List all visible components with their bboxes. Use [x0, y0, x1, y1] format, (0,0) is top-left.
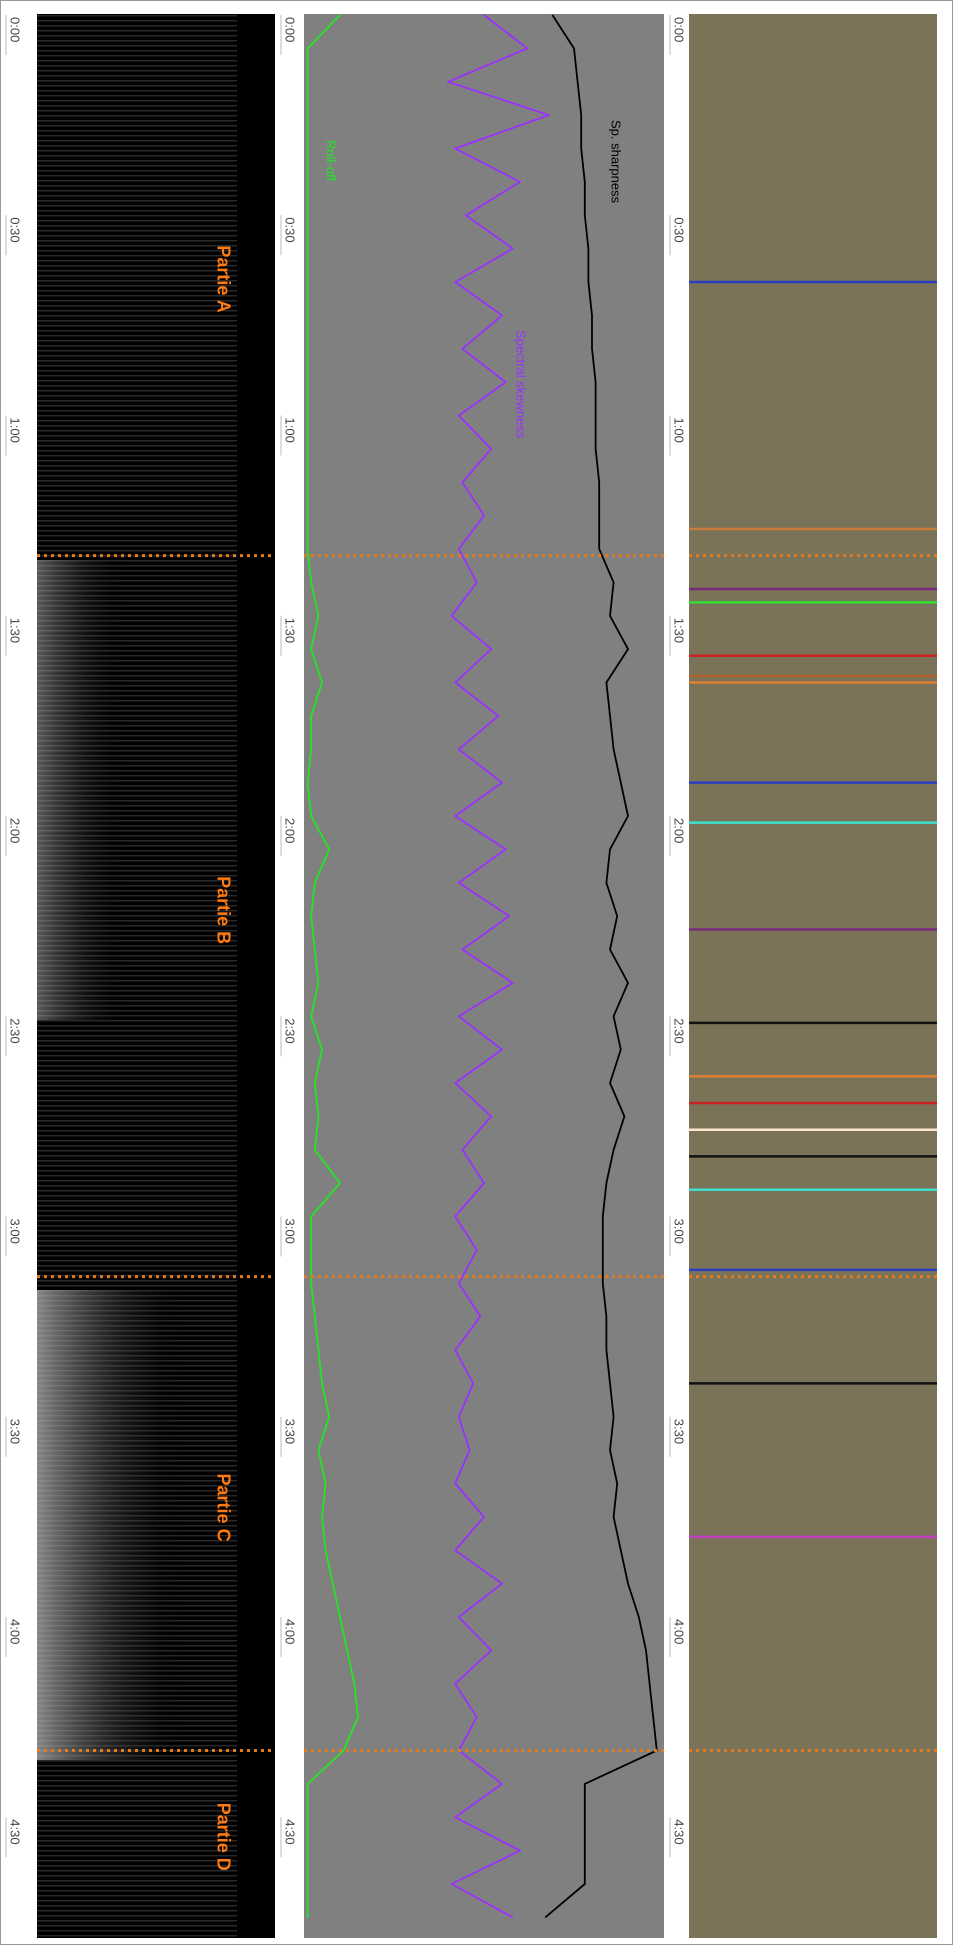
tick-label: 4:00 — [283, 1619, 298, 1644]
tick-label: 3:30 — [672, 1419, 687, 1444]
tick-label: 0:30 — [283, 217, 298, 242]
tick-label: 0:00 — [8, 17, 23, 42]
spectrogram-energy — [37, 1290, 187, 1760]
tick-label: 4:00 — [8, 1619, 23, 1644]
tick-label: 3:00 — [8, 1219, 23, 1244]
tick-label: 1:30 — [283, 618, 298, 643]
layer: 0:00 0:00 0:00 0:30 0:30 0:30 1:00 1:00 1:00 1:30… — [5, 14, 937, 1919]
feature-curve — [306, 14, 359, 1918]
curve-label: Spectral skewness — [514, 330, 529, 439]
tick-label: 0:30 — [8, 217, 23, 242]
tick-label: 2:00 — [283, 818, 298, 843]
tick-label: 0:30 — [672, 217, 687, 242]
tick-label: 1:30 — [672, 618, 687, 643]
section-label: Partie B — [213, 876, 233, 944]
feature-panel — [304, 14, 664, 1938]
tick-label: 1:00 — [283, 418, 298, 443]
tick-label: 0:00 — [283, 17, 298, 42]
tick-label: 1:00 — [8, 418, 23, 443]
tick-label: 1:30 — [8, 618, 23, 643]
tick-label: 2:30 — [8, 1018, 23, 1043]
tick-label: 3:30 — [8, 1419, 23, 1444]
tick-label: 4:30 — [283, 1819, 298, 1844]
tick-label: 2:00 — [8, 818, 23, 843]
tick-label: 1:00 — [672, 418, 687, 443]
curve-label: Sp. sharpness — [609, 120, 624, 204]
tick-label: 3:30 — [283, 1419, 298, 1444]
tick-label: 4:30 — [672, 1819, 687, 1844]
curve-label: Roll-off — [324, 140, 339, 181]
tick-label: 2:00 — [672, 818, 687, 843]
tick-label: 0:00 — [672, 17, 687, 42]
tick-label: 3:00 — [672, 1219, 687, 1244]
section-label: Partie D — [213, 1803, 233, 1871]
tick-label: 3:00 — [283, 1219, 298, 1244]
tick-label: 4:00 — [672, 1619, 687, 1644]
tick-label: 2:30 — [672, 1018, 687, 1043]
tick-label: 2:30 — [283, 1018, 298, 1043]
feature-curve — [447, 14, 550, 1919]
tick-label: 4:30 — [8, 1819, 23, 1844]
section-label: Partie A — [213, 245, 233, 312]
event-panel — [689, 14, 937, 1938]
feature-curve — [544, 14, 658, 1919]
spectrogram-energy — [37, 560, 127, 1020]
section-label: Partie C — [213, 1474, 233, 1542]
